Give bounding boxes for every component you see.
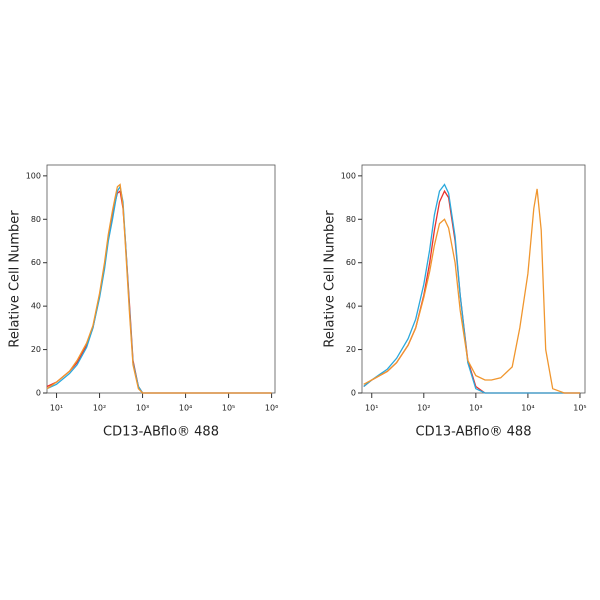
- x-tick-label: 10⁵: [222, 404, 235, 413]
- y-tick-label: 80: [31, 215, 41, 224]
- y-tick-label: 100: [26, 171, 41, 180]
- y-tick-label: 20: [346, 345, 356, 354]
- y-tick-label: 60: [346, 258, 356, 267]
- x-tick-label: 10⁴: [179, 404, 192, 413]
- x-tick-label: 10²: [417, 404, 430, 413]
- y-tick-label: 60: [31, 258, 41, 267]
- histogram-line: [46, 184, 272, 394]
- y-tick-label: 40: [346, 302, 356, 311]
- plot-frame: [361, 164, 586, 394]
- y-axis-label: Relative Cell Number: [8, 210, 23, 348]
- x-tick-label: 10¹: [365, 404, 378, 413]
- histogram-line: [46, 189, 272, 394]
- x-tick-label: 10⁵: [573, 404, 586, 413]
- histogram-line: [46, 183, 272, 394]
- histogram-line: [363, 183, 580, 394]
- x-tick-label: 10²: [93, 404, 106, 413]
- y-tick-label: 0: [36, 389, 41, 398]
- x-axis-label: CD13-ABflo® 488: [103, 425, 219, 440]
- x-tick-label: 10⁴: [521, 404, 534, 413]
- x-axis-label: CD13-ABflo® 488: [416, 425, 532, 440]
- x-tick-label: 10¹: [50, 404, 63, 413]
- x-tick-label: 10⁶: [265, 404, 278, 413]
- y-tick-label: 20: [31, 345, 41, 354]
- y-tick-label: 100: [341, 171, 356, 180]
- plot-frame: [46, 164, 276, 394]
- y-axis-label: Relative Cell Number: [323, 210, 338, 348]
- y-tick-label: 40: [31, 302, 41, 311]
- y-tick-label: 0: [351, 389, 356, 398]
- x-tick-label: 10³: [469, 404, 482, 413]
- x-tick-label: 10³: [136, 404, 149, 413]
- y-tick-label: 80: [346, 215, 356, 224]
- histogram-line: [363, 188, 580, 394]
